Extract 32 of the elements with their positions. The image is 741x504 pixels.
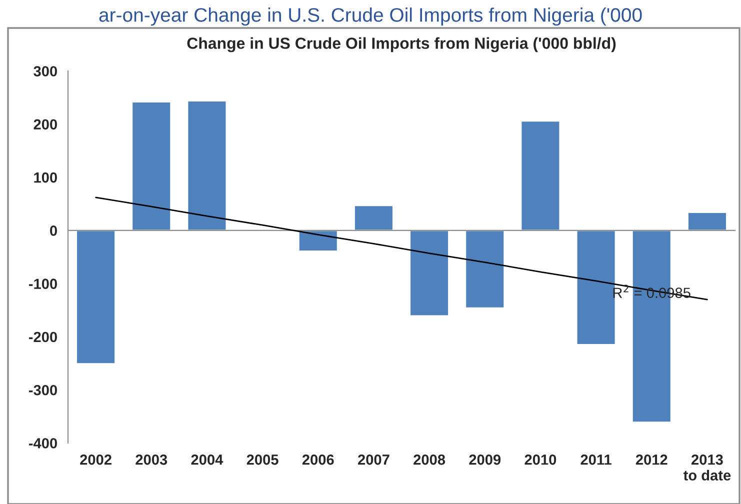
x-tick-label: 2008 — [414, 454, 446, 465]
y-tick-label: -300 — [28, 384, 57, 396]
chart-title: Change in US Crude Oil Imports from Nigeria ('000 bbl/d) — [187, 37, 616, 52]
y-tick-label: -400 — [28, 438, 57, 448]
bar — [131, 101, 172, 232]
x-tick-label: 2013 to date — [683, 454, 731, 481]
bar — [76, 230, 116, 365]
x-tick-label: 2010 — [524, 454, 556, 465]
bar — [186, 100, 228, 232]
y-tick-label: 200 — [34, 119, 57, 130]
x-tick-label: 2011 — [580, 454, 612, 465]
y-tick-label: 0 — [50, 226, 57, 236]
x-tick-label: 2003 — [136, 454, 168, 465]
text: ar-on-year Change in U.S. Crude Oil Imports from Nigeria ('000 — [99, 8, 642, 26]
bar — [687, 212, 728, 232]
y-tick-label: -100 — [28, 278, 57, 289]
bar — [354, 204, 394, 232]
line-series — [95, 196, 708, 300]
y-tick-label: -200 — [28, 332, 57, 342]
bar — [520, 120, 561, 232]
x-tick-label: 2005 — [246, 454, 278, 465]
x-tick-label: 2002 — [80, 454, 112, 465]
x-tick-label: 2006 — [302, 454, 334, 465]
bar — [298, 230, 338, 252]
bar — [409, 230, 450, 317]
x-tick-label: 2012 — [636, 454, 668, 465]
y-tick-label: 100 — [34, 172, 57, 183]
x-tick-label: 2007 — [358, 454, 390, 465]
bar — [464, 230, 506, 309]
x-tick-label: 2004 — [191, 454, 224, 465]
x-tick-label: 2009 — [469, 454, 501, 465]
y-tick-label: 300 — [34, 66, 57, 76]
